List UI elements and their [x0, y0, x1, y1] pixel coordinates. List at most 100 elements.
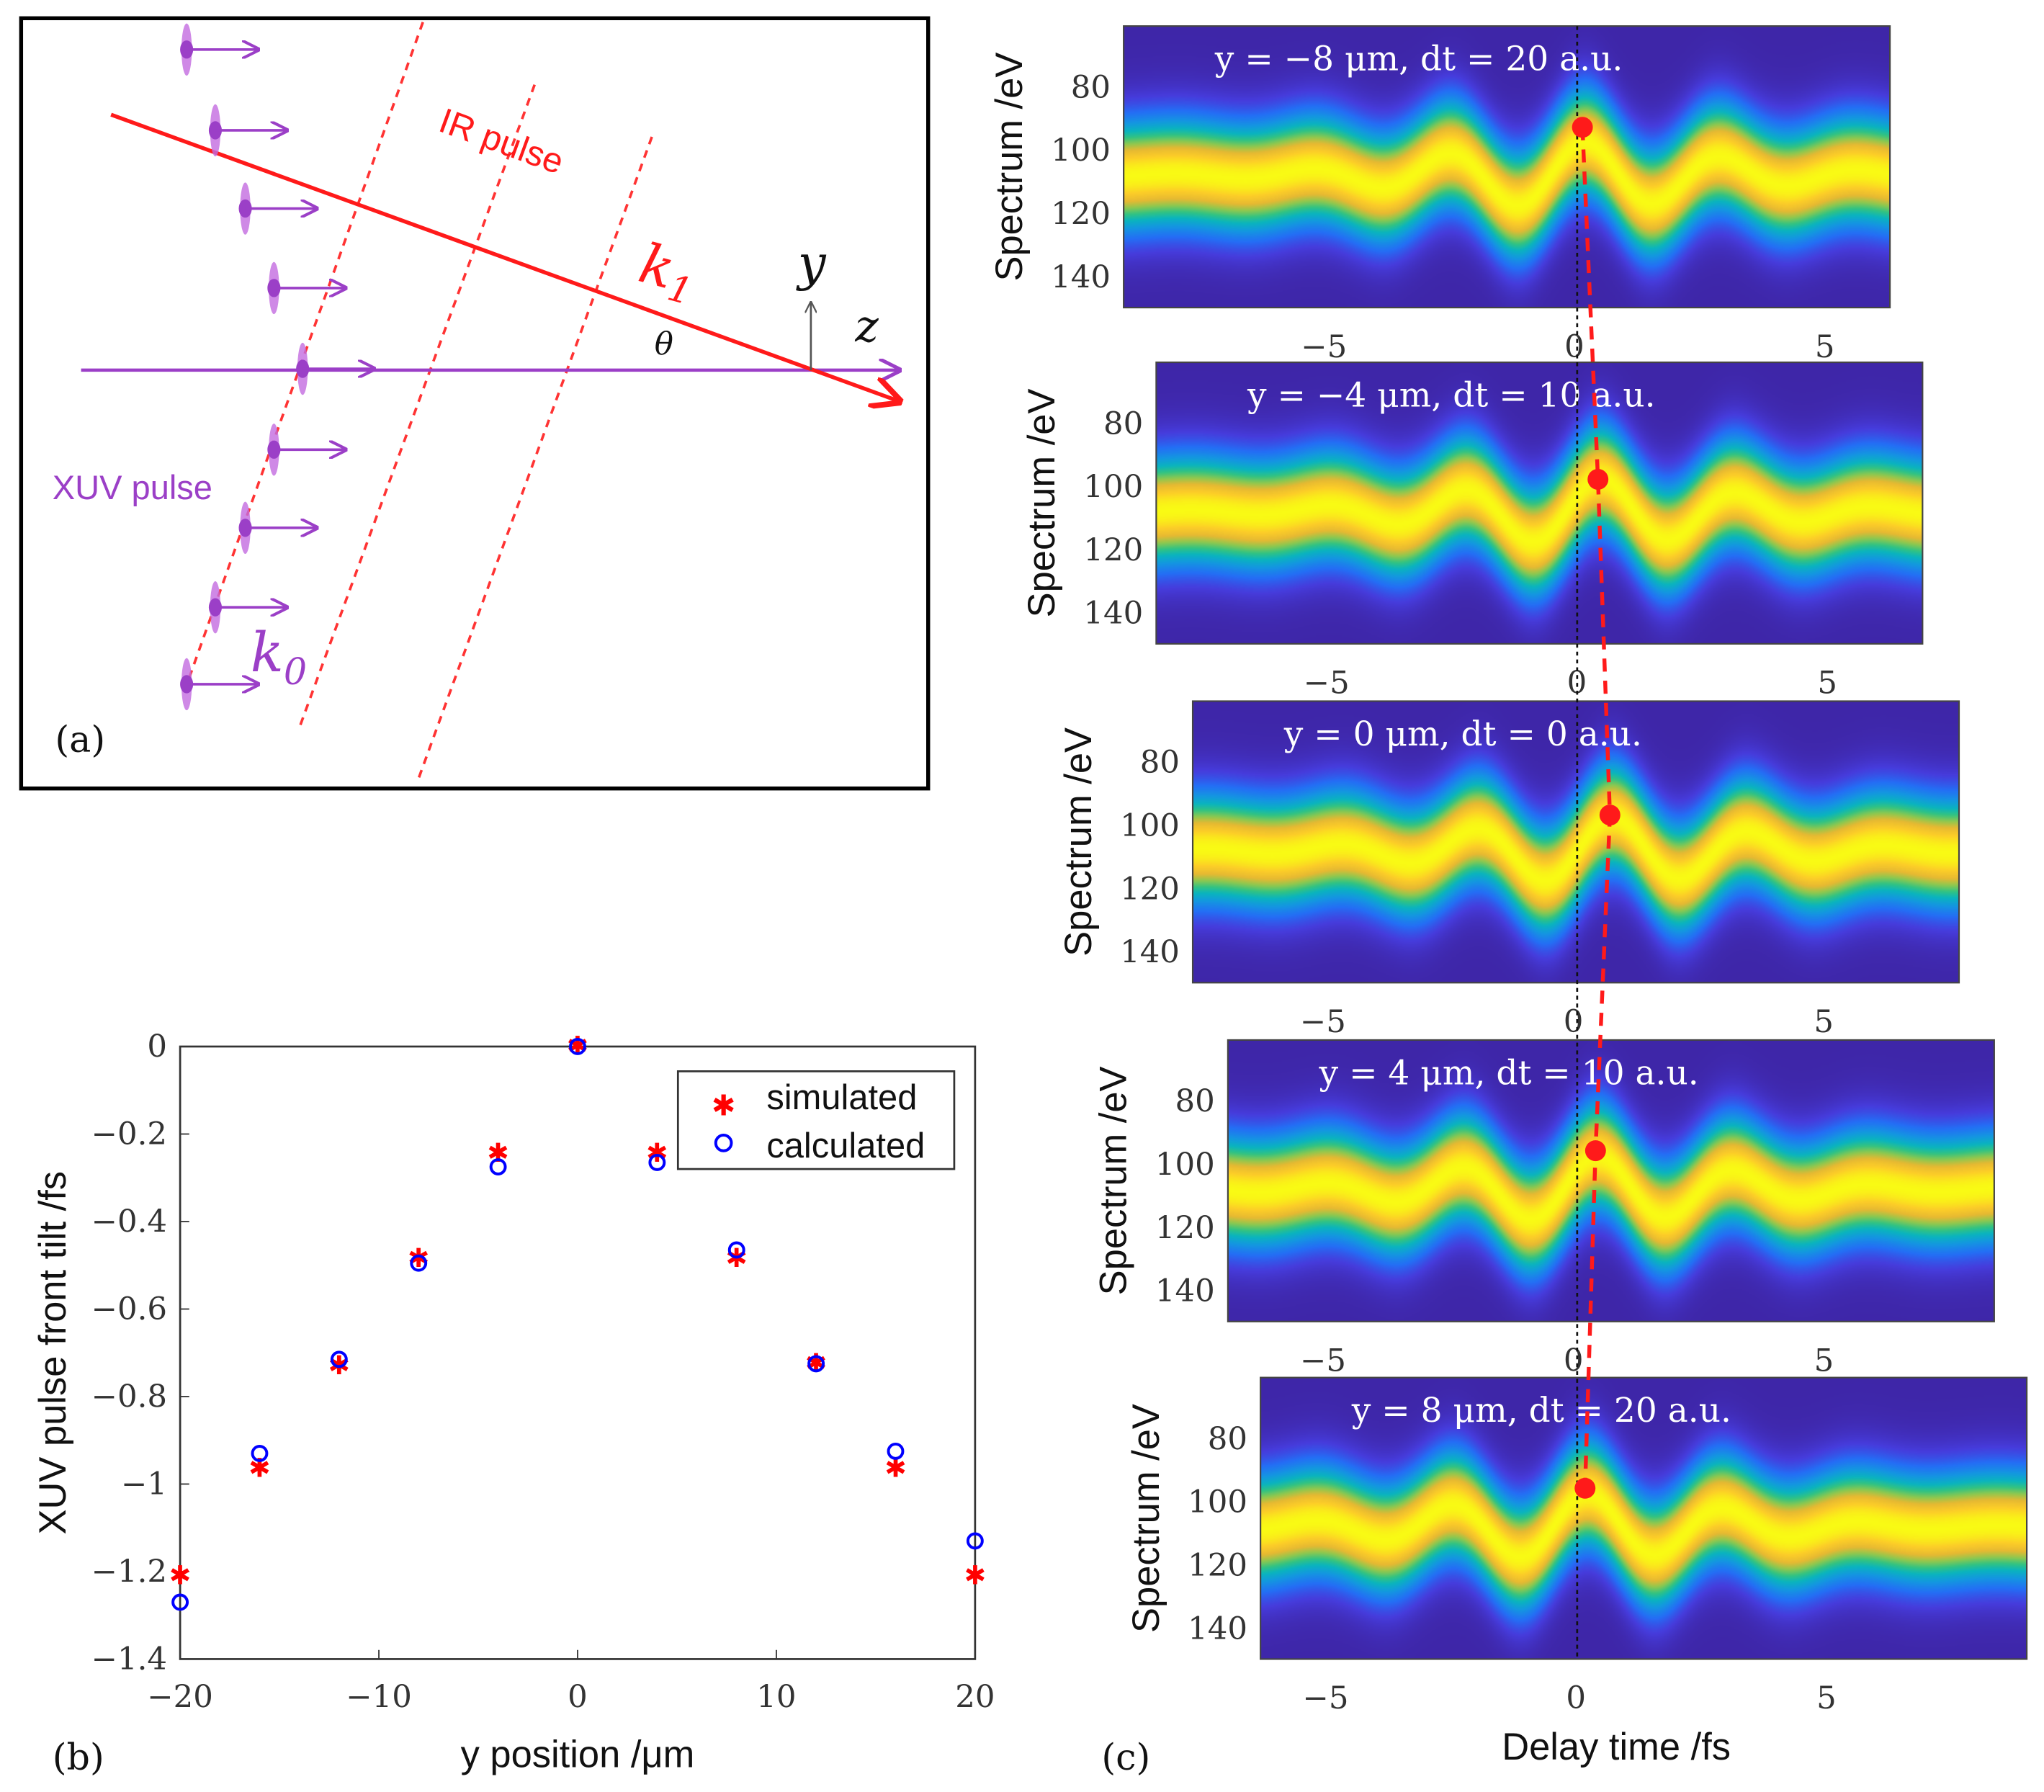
- panel-c-label: (c): [1101, 1736, 1150, 1778]
- point-simulated: ✱: [408, 1243, 429, 1273]
- y-tick-label: 100: [1120, 808, 1180, 844]
- y-tick-label: 140: [1083, 596, 1143, 632]
- heatmap-panel: y = 4 μm, dt = 10 a.u. 80 100 120 140 −5 0 5 Spe…: [1093, 1039, 1995, 1379]
- peak-marker: [1584, 1140, 1606, 1162]
- legend-label-simulated: simulated: [766, 1078, 917, 1117]
- x-tick-label: −5: [1301, 329, 1347, 365]
- x-tick-label: 5: [1814, 1004, 1834, 1040]
- point-simulated: ✱: [169, 1560, 191, 1590]
- k0-subscript: 0: [284, 650, 307, 693]
- y-tick-label: 80: [1071, 70, 1111, 106]
- y-axis-label: Spectrum /eV: [1126, 1404, 1167, 1633]
- y-tick-label: 140: [1120, 935, 1180, 971]
- heatmap-frame: [1123, 25, 1891, 309]
- panel-b-scatter-chart: −20 −10 0 10 20 0 −0.2 −0.4 −0.6 −0.8 −1 −1.2 −1.4 ✱…: [32, 1029, 995, 1778]
- x-tick-label: 0: [1564, 1343, 1584, 1379]
- xuv-pulse: [208, 581, 287, 634]
- y-tick-label: 100: [1083, 470, 1143, 506]
- y-tick-label: 0: [147, 1029, 167, 1065]
- x-tick-label: 0: [1566, 1680, 1586, 1716]
- y-axis-label: Spectrum /eV: [1021, 389, 1063, 618]
- y-tick-label: 120: [1083, 532, 1143, 568]
- point-simulated: ✱: [964, 1560, 986, 1590]
- point-calculated: [489, 1158, 507, 1175]
- x-tick-label: 0: [1564, 1004, 1584, 1040]
- x-axis-label: y position /μm: [461, 1734, 695, 1776]
- y-tick-label: 80: [1103, 406, 1143, 442]
- y-tick-label: −0.6: [91, 1291, 167, 1327]
- xuv-pulse-front-line: [188, 19, 426, 678]
- heatmap-image: [1227, 1039, 1994, 1322]
- xuv-pulse: [180, 23, 259, 76]
- x-tick-label: −5: [1300, 1343, 1346, 1379]
- heatmap-frame: [1260, 1376, 2028, 1660]
- x-tick-label: −5: [1304, 666, 1350, 702]
- x-tick-label: 5: [1814, 1343, 1834, 1379]
- panel-a-label: (a): [55, 718, 105, 761]
- peak-marker: [1574, 1477, 1596, 1499]
- point-calculated: [966, 1532, 984, 1550]
- legend-marker-calculated: [714, 1134, 733, 1152]
- y-tick-label: 140: [1188, 1611, 1247, 1647]
- legend-marker-simulated: ✱: [712, 1090, 735, 1122]
- xuv-pulse-label: XUV pulse: [53, 468, 212, 506]
- heatmap-image: [1156, 362, 1923, 644]
- x-tick-label: 5: [1816, 1680, 1837, 1716]
- y-tick-label: 120: [1051, 197, 1111, 233]
- y-axis-label: y: [796, 235, 827, 292]
- heatmap-panel: y = 8 μm, dt = 20 a.u. 80 100 120 140 −5 0 5 Spe…: [1126, 1376, 2028, 1716]
- xuv-pulse: [180, 658, 259, 711]
- y-tick-label: −0.8: [91, 1379, 167, 1415]
- k0-label: k0: [251, 620, 307, 693]
- panel-a-diagram: IR pulse XUV pulse k1 k0 θ y z (a): [19, 16, 931, 791]
- x-tick-label: 20: [955, 1679, 995, 1715]
- y-tick-label: 100: [1155, 1147, 1215, 1183]
- point-calculated: [330, 1350, 348, 1368]
- theta-label: θ: [655, 326, 673, 362]
- point-calculated: [727, 1241, 745, 1259]
- peak-marker: [1599, 805, 1621, 826]
- y-tick-label: 100: [1051, 133, 1111, 169]
- xuv-pulse: [296, 342, 375, 395]
- heatmap-title: y = 0 μm, dt = 0 a.u.: [1283, 714, 1642, 754]
- peak-marker: [1572, 117, 1593, 138]
- panel-c-heatmaps: y = −8 μm, dt = 20 a.u. 80 100 120 140 −5 0 5 Sp…: [989, 25, 2028, 1716]
- heatmap-image: [1260, 1377, 2027, 1659]
- heatmap-title: y = 8 μm, dt = 20 a.u.: [1351, 1391, 1731, 1430]
- y-axis-label: Spectrum /eV: [1093, 1066, 1135, 1295]
- x-tick-label: −20: [147, 1679, 213, 1715]
- x-tick-label: −5: [1300, 1004, 1346, 1040]
- y-tick-label: −1.4: [91, 1641, 167, 1677]
- x-tick-label: −10: [346, 1679, 412, 1715]
- y-tick-label: 80: [1175, 1084, 1215, 1120]
- x-tick-label: 5: [1817, 666, 1837, 702]
- z-axis-label: z: [854, 300, 879, 352]
- y-axis-label: XUV pulse front tilt /fs: [32, 1171, 74, 1534]
- x-tick-label: 10: [756, 1679, 796, 1715]
- point-simulated: ✱: [248, 1453, 270, 1483]
- heatmap-title: y = 4 μm, dt = 10 a.u.: [1319, 1053, 1699, 1093]
- heatmap-image: [1193, 701, 1959, 983]
- xuv-pulse: [267, 261, 346, 315]
- point-calculated: [171, 1593, 189, 1611]
- y-tick-label: −0.2: [91, 1116, 167, 1152]
- heatmap-frame: [1227, 1039, 1995, 1322]
- y-tick-label: −1.2: [91, 1554, 167, 1590]
- y-tick-label: 80: [1140, 745, 1180, 781]
- xuv-pulse-group: [180, 23, 375, 711]
- point-calculated: [569, 1038, 586, 1055]
- heatmap-title: y = −8 μm, dt = 20 a.u.: [1214, 40, 1623, 79]
- point-calculated: [887, 1442, 905, 1460]
- xuv-pulse: [238, 501, 318, 555]
- x-axis-label: Delay time /fs: [1502, 1726, 1731, 1768]
- x-tick-label: 0: [1564, 329, 1584, 365]
- xuv-pulse: [208, 104, 287, 157]
- heatmap-frame: [1191, 700, 1960, 984]
- ir-wavefronts: [188, 19, 653, 783]
- point-calculated: [251, 1444, 269, 1462]
- heatmap-frame: [1155, 361, 1924, 645]
- panel-b-label: (b): [53, 1736, 104, 1778]
- y-tick-label: −0.4: [91, 1204, 167, 1240]
- heatmap-panel: y = −8 μm, dt = 20 a.u. 80 100 120 140 −5 0 5 Sp…: [989, 25, 1891, 365]
